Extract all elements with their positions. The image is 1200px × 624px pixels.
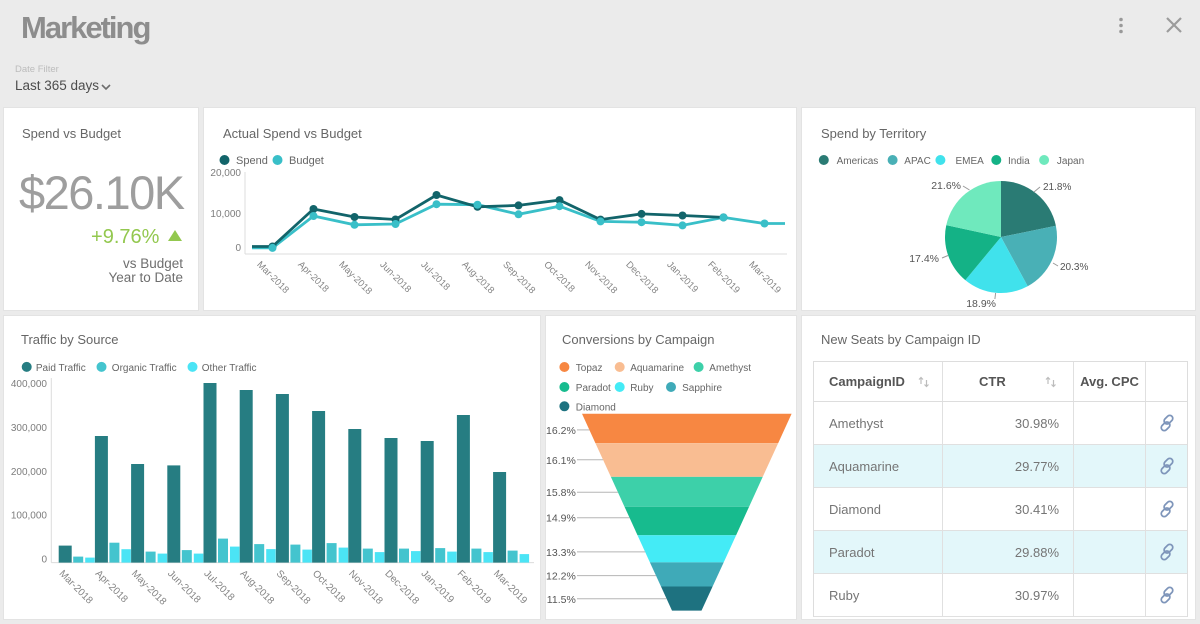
- svg-text:Apr-2018: Apr-2018: [295, 259, 330, 294]
- svg-text:Topaz: Topaz: [576, 363, 603, 374]
- svg-text:100,000: 100,000: [11, 511, 48, 522]
- svg-text:300,000: 300,000: [11, 423, 48, 434]
- svg-text:Sapphire: Sapphire: [682, 383, 722, 394]
- svg-text:EMEA: EMEA: [956, 156, 985, 167]
- svg-text:Mar-2019: Mar-2019: [746, 259, 783, 296]
- svg-text:200,000: 200,000: [11, 467, 48, 478]
- svg-text:20,000: 20,000: [210, 168, 241, 179]
- svg-text:Paradot: Paradot: [576, 383, 611, 394]
- svg-text:Nov-2018: Nov-2018: [346, 568, 385, 607]
- svg-text:Sep-2018: Sep-2018: [500, 259, 537, 296]
- svg-text:Mar-2018: Mar-2018: [254, 259, 291, 296]
- svg-text:14.9%: 14.9%: [546, 513, 576, 525]
- svg-text:Nov-2018: Nov-2018: [582, 259, 619, 296]
- svg-text:20.3%: 20.3%: [1060, 262, 1088, 273]
- svg-text:Other Traffic: Other Traffic: [202, 363, 257, 374]
- svg-text:0: 0: [235, 243, 241, 254]
- svg-text:16.2%: 16.2%: [546, 425, 576, 437]
- svg-text:Diamond: Diamond: [576, 402, 616, 413]
- svg-text:Oct-2018: Oct-2018: [541, 259, 576, 294]
- svg-text:Apr-2018: Apr-2018: [93, 568, 130, 605]
- svg-text:Americas: Americas: [837, 156, 879, 167]
- svg-text:0: 0: [41, 555, 47, 566]
- svg-text:Sep-2018: Sep-2018: [274, 568, 313, 607]
- svg-text:21.6%: 21.6%: [931, 180, 961, 192]
- svg-text:Dec-2018: Dec-2018: [623, 259, 660, 296]
- svg-text:Spend: Spend: [236, 155, 268, 167]
- svg-text:Jan-2019: Jan-2019: [419, 568, 457, 606]
- svg-text:10,000: 10,000: [210, 209, 241, 220]
- svg-text:India: India: [1008, 156, 1030, 167]
- svg-text:Jul-2018: Jul-2018: [418, 259, 452, 293]
- svg-text:Jul-2018: Jul-2018: [201, 568, 236, 603]
- svg-text:Organic Traffic: Organic Traffic: [112, 363, 177, 374]
- svg-text:Aug-2018: Aug-2018: [459, 259, 496, 296]
- svg-text:Oct-2018: Oct-2018: [310, 568, 347, 605]
- svg-text:Aug-2018: Aug-2018: [238, 568, 277, 607]
- svg-text:May-2018: May-2018: [129, 568, 169, 608]
- svg-text:21.8%: 21.8%: [1043, 182, 1071, 193]
- svg-text:18.9%: 18.9%: [966, 298, 996, 310]
- svg-text:Jan-2019: Jan-2019: [664, 259, 700, 295]
- svg-text:17.4%: 17.4%: [909, 253, 939, 265]
- svg-text:Dec-2018: Dec-2018: [382, 568, 421, 607]
- svg-text:May-2018: May-2018: [336, 259, 374, 297]
- svg-text:Amethyst: Amethyst: [709, 363, 751, 374]
- svg-text:Mar-2019: Mar-2019: [491, 568, 529, 606]
- svg-text:13.3%: 13.3%: [546, 547, 576, 559]
- svg-text:12.2%: 12.2%: [546, 571, 576, 583]
- svg-text:Feb-2019: Feb-2019: [455, 568, 493, 606]
- svg-text:Mar-2018: Mar-2018: [57, 568, 95, 606]
- svg-text:APAC: APAC: [904, 156, 931, 167]
- svg-text:Paid Traffic: Paid Traffic: [36, 363, 86, 374]
- svg-text:Budget: Budget: [289, 155, 324, 167]
- svg-text:Aquamarine: Aquamarine: [630, 363, 684, 374]
- svg-text:400,000: 400,000: [11, 379, 48, 390]
- svg-text:Ruby: Ruby: [630, 383, 653, 394]
- svg-text:Jun-2018: Jun-2018: [165, 568, 203, 606]
- svg-text:11.5%: 11.5%: [547, 594, 576, 606]
- svg-text:16.1%: 16.1%: [546, 455, 576, 467]
- svg-text:Japan: Japan: [1057, 156, 1084, 167]
- svg-text:Feb-2019: Feb-2019: [705, 259, 742, 296]
- svg-text:15.8%: 15.8%: [546, 487, 576, 499]
- svg-text:Jun-2018: Jun-2018: [377, 259, 413, 295]
